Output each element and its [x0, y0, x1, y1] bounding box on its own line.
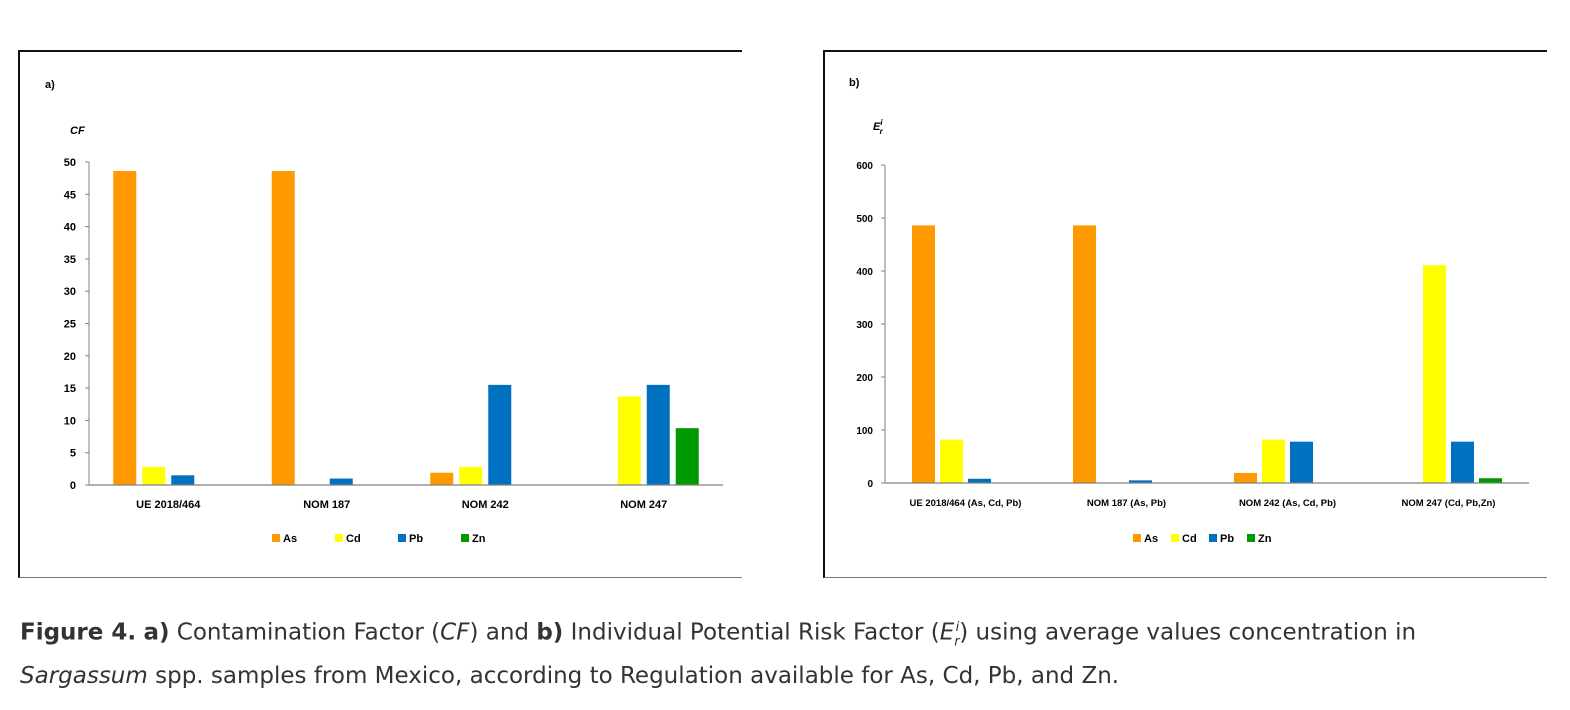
caption-text-3: Individual Potential Risk Factor (: [563, 619, 940, 646]
potential-risk-factor-chart: b) Ei r 0100200300400500600As: 486Cd: 82P…: [849, 77, 1529, 545]
y-tick-label: 20: [64, 351, 76, 363]
y-tick-label: 40: [64, 222, 76, 234]
bar-zn-4: Zn: 8.8: [675, 428, 699, 485]
bar-pb-2: Pb: 5: [1129, 480, 1152, 483]
caption-a-label: a): [143, 619, 170, 646]
legend-swatch-cd: [335, 534, 343, 542]
y-tick-label: 0: [70, 480, 76, 492]
caption-e-sub: r: [954, 634, 960, 650]
bar-as-3: As: 1.9: [430, 472, 454, 485]
chart-panel-a: a) CF 0 5 10 15 20 25 30 35 40 45 50 As: 48.6 Cd: 2.…: [18, 50, 742, 578]
y-tick-label: 25: [64, 319, 76, 331]
y-tick-label: 10: [64, 415, 76, 427]
bar-as-1: As: 486: [912, 225, 935, 484]
figure-caption: Figure 4. a) Contamination Factor (CF) a…: [20, 610, 1550, 694]
bar-pb-2: Pb: 1: [329, 478, 353, 485]
bar-pb-3: Pb: 78: [1290, 441, 1313, 483]
caption-sargassum: Sargassum: [20, 663, 148, 690]
bar-as-3: As: 19: [1234, 472, 1257, 483]
x-category-label: NOM 187 (As, Pb): [1087, 498, 1166, 509]
bar-as-1: As: 48.6: [113, 171, 137, 485]
bar-pb-4: Pb: 78: [1451, 441, 1474, 483]
x-category-label: UE 2018/464: [136, 499, 201, 511]
panel-label-a: a): [45, 79, 55, 91]
y-tick-label: 0: [867, 479, 873, 490]
legend-swatch-as: [1133, 534, 1141, 542]
caption-e: E: [939, 619, 955, 646]
legend-swatch-zn: [1247, 534, 1255, 542]
legend-swatch-pb: [398, 534, 406, 542]
bar-as-2: As: 486: [1073, 225, 1096, 484]
y-tick-label: 35: [64, 254, 76, 266]
bar-cd-1: Cd: 2.8: [142, 466, 166, 485]
y-axis-label-b-main: E: [873, 121, 881, 133]
y-tick-label: 15: [64, 383, 76, 395]
bar-pb-3: Pb: 15.5: [488, 384, 512, 485]
y-tick-label: 5: [70, 448, 76, 460]
legend-swatch-cd: [1171, 534, 1179, 542]
bar-pb-4: Pb: 15.5: [646, 384, 670, 485]
x-category-label: NOM 242 (As, Cd, Pb): [1239, 498, 1336, 509]
legend-swatch-as: [272, 534, 280, 542]
legend-label-zn: Zn: [1258, 533, 1272, 545]
legend-label-as: As: [283, 533, 297, 545]
bar-cd-3: Cd: 82: [1262, 439, 1285, 483]
y-tick-label: 300: [856, 320, 873, 331]
caption-b-label: b): [536, 619, 564, 646]
legend-swatch-zn: [461, 534, 469, 542]
bar-as-2: As: 48.6: [271, 171, 295, 485]
legend-label-as: As: [1144, 533, 1158, 545]
legend-label-cd: Cd: [1182, 533, 1197, 545]
x-category-label: NOM 242: [462, 499, 509, 511]
y-axis-label-a: CF: [70, 125, 85, 137]
y-tick-label: 200: [856, 373, 873, 384]
bar-zn-4: Zn: 9: [1479, 478, 1502, 483]
legend-label-pb: Pb: [1220, 533, 1234, 545]
contamination-factor-chart: a) CF 0 5 10 15 20 25 30 35 40 45 50 As: 48.6 Cd: 2.…: [45, 79, 723, 545]
bar-cd-1: Cd: 82: [940, 439, 963, 483]
caption-e-sup: i: [955, 620, 960, 635]
caption-text-2: ) and: [469, 619, 537, 646]
y-axis-label-b-sup: i: [880, 118, 883, 127]
bar-pb-1: Pb: 8: [968, 478, 991, 483]
y-tick-label: 600: [856, 161, 873, 172]
legend-swatch-pb: [1209, 534, 1217, 542]
legend-label-pb: Pb: [409, 533, 423, 545]
y-tick-label: 500: [856, 214, 873, 225]
y-tick-label: 100: [856, 426, 873, 437]
x-category-label: UE 2018/464 (As, Cd, Pb): [910, 498, 1022, 509]
y-tick-label: 30: [64, 286, 76, 298]
x-category-label: NOM 247 (Cd, Pb,Zn): [1402, 498, 1496, 509]
y-axis-label-b-sub: r: [880, 127, 884, 136]
bar-cd-4: Cd: 13.7: [617, 396, 641, 485]
caption-text-5: spp. samples from Mexico, according to R…: [147, 663, 1120, 690]
bar-cd-3: Cd: 2.8: [459, 466, 483, 485]
caption-text-1: Contamination Factor (: [169, 619, 441, 646]
caption-figure-label: Figure 4.: [20, 619, 137, 646]
chart-panel-b: b) Eir 0100200300400500600As: 486Cd: 82P…: [823, 50, 1547, 578]
legend-label-cd: Cd: [346, 533, 361, 545]
y-tick-label: 50: [64, 157, 76, 169]
legend-label-zn: Zn: [472, 533, 486, 545]
panel-label-b: b): [849, 77, 860, 89]
y-axis-label-b: Ei r: [873, 118, 884, 136]
x-category-label: NOM 247: [620, 499, 667, 511]
caption-cf: CF: [440, 619, 470, 646]
y-tick-label: 45: [64, 189, 76, 201]
x-category-label: NOM 187: [303, 499, 350, 511]
bar-cd-4: Cd: 411: [1423, 265, 1446, 483]
caption-text-4: ) using average values concentration in: [959, 619, 1417, 646]
bar-pb-1: Pb: 1.5: [171, 475, 195, 485]
y-tick-label: 400: [856, 267, 873, 278]
